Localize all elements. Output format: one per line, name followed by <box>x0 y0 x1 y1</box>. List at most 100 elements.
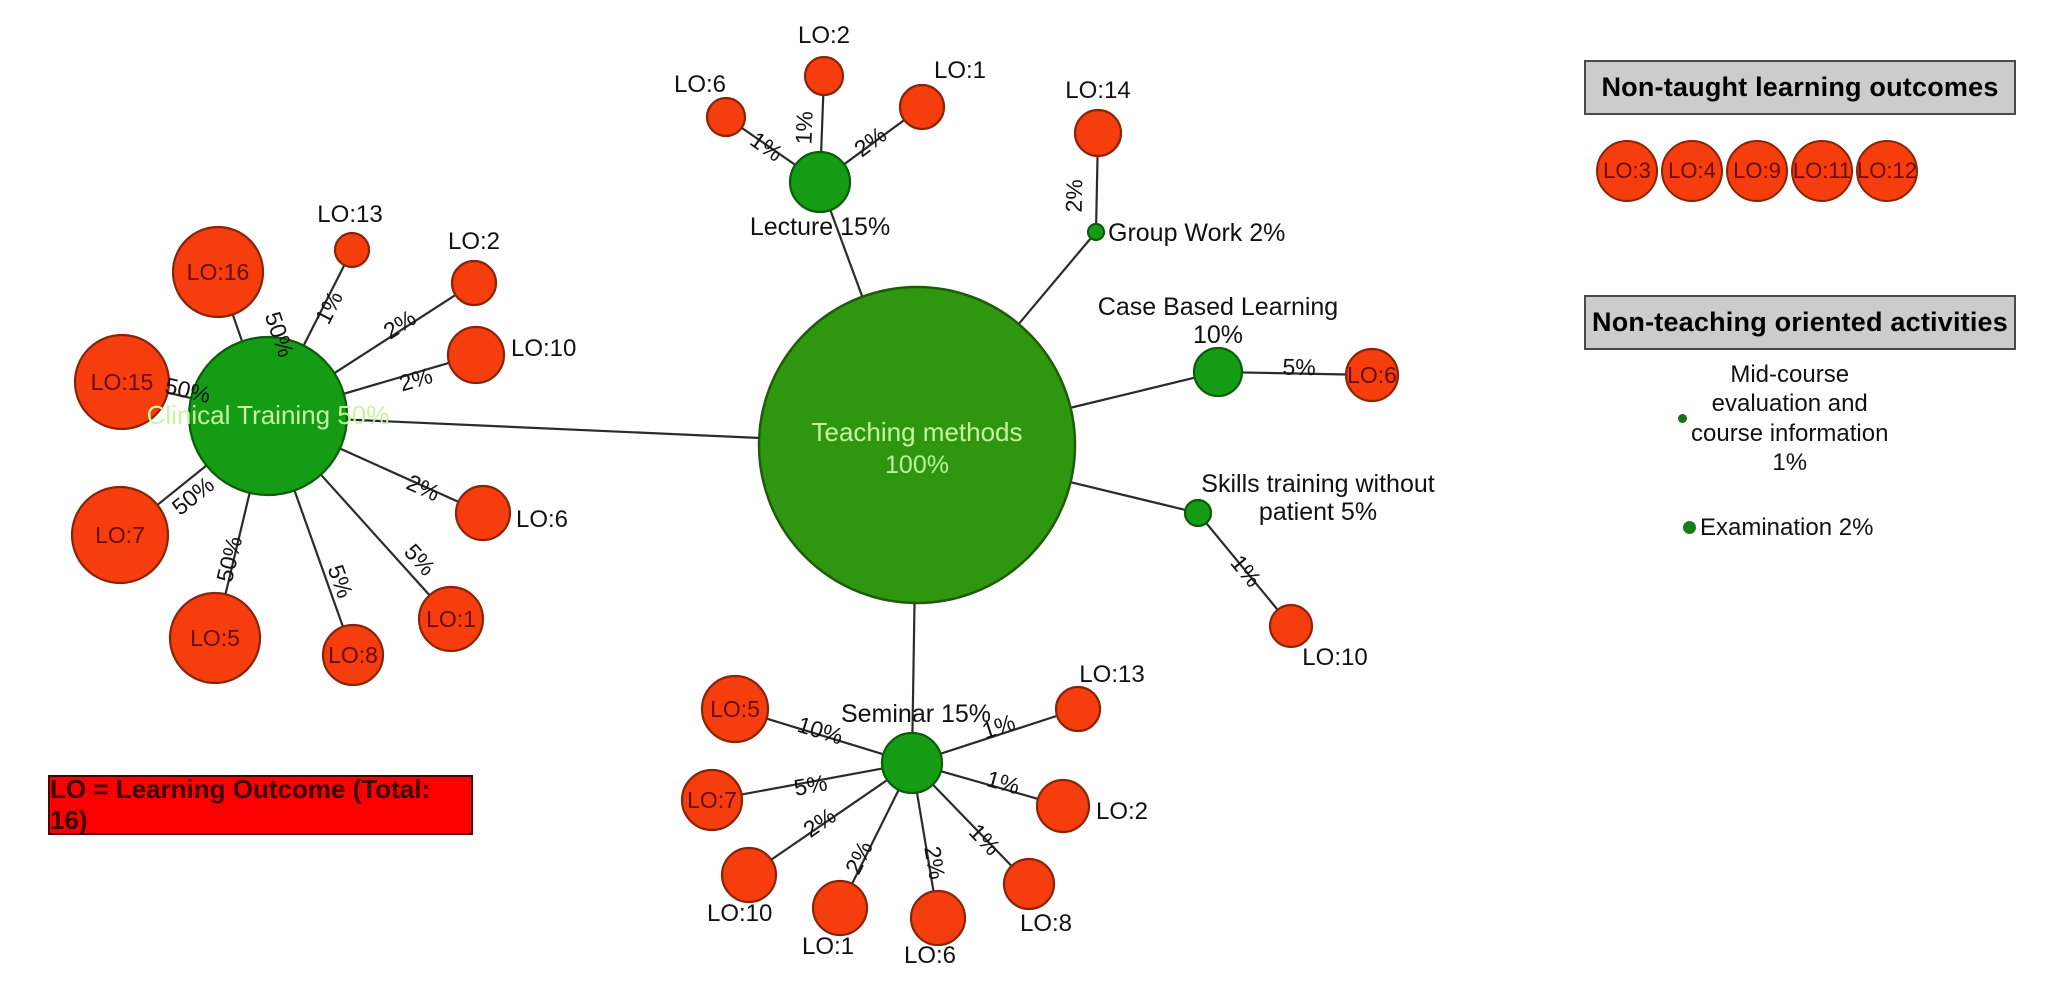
node-group-work[interactable] <box>1086 222 1106 242</box>
edge-teaching-methods-to-group-work <box>1017 236 1093 326</box>
node-lec-lo2[interactable] <box>803 55 845 97</box>
nodes-layer <box>70 55 1400 947</box>
node-ct-lo15[interactable] <box>73 333 171 431</box>
edge-clinical-training-to-ct-lo7 <box>155 464 208 507</box>
node-percent-teaching-methods: 100% <box>885 451 949 479</box>
legend-non-teaching-header: Non-teaching oriented activities <box>1584 295 2016 350</box>
legend-chip-lo-12[interactable]: LO:12 <box>1856 140 1918 202</box>
green-dot-icon <box>1683 521 1696 535</box>
legend-chip-lo-3[interactable]: LO:3 <box>1596 140 1658 202</box>
edge-weight-ct-lo6: 2% <box>403 469 444 506</box>
edge-weight-cbl-lo6: 5% <box>1282 354 1316 381</box>
node-label-ct-lo5: LO:5 <box>190 625 240 651</box>
node-sem-lo5[interactable] <box>700 674 770 744</box>
node-label2-case-based-learning: 10% <box>1193 321 1243 349</box>
edge-weight-ct-lo2: 2% <box>379 304 421 344</box>
edge-weight-gw-lo14: 2% <box>1061 179 1088 213</box>
node-label-case-based-learning: Case Based Learning <box>1098 293 1338 321</box>
edges-layer <box>155 93 1348 893</box>
node-label-ct-lo7: LO:7 <box>95 522 145 548</box>
edge-weight-ct-lo8: 5% <box>323 561 359 601</box>
node-lec-lo1[interactable] <box>898 83 946 131</box>
node-sem-lo8[interactable] <box>1002 857 1056 911</box>
node-sem-lo13[interactable] <box>1054 685 1102 733</box>
edge-weight-ct-lo5: 50% <box>211 534 247 585</box>
node-st-lo10[interactable] <box>1268 603 1314 649</box>
node-label-lec-lo6: LO:6 <box>674 71 726 98</box>
node-case-based-learning[interactable] <box>1192 346 1244 398</box>
edge-seminar-to-sem-lo8 <box>931 783 1014 868</box>
node-sem-lo6[interactable] <box>909 889 967 947</box>
node-label-ct-lo2: LO:2 <box>448 228 500 255</box>
edge-group-work-to-gw-lo14 <box>1095 154 1099 226</box>
node-ct-lo16[interactable] <box>171 225 265 319</box>
node-label-lec-lo1: LO:1 <box>934 57 986 84</box>
edge-weight-ct-lo1: 5% <box>399 539 441 581</box>
edge-weight-sem-lo2: 1% <box>984 765 1023 799</box>
node-label-sem-lo13: LO:13 <box>1079 661 1144 688</box>
node-label-ct-lo8: LO:8 <box>328 642 378 668</box>
node-label2-skills-training: patient 5% <box>1259 498 1377 526</box>
edge-teaching-methods-to-skills-training <box>1069 480 1187 512</box>
node-label-ct-lo10: LO:10 <box>511 335 576 362</box>
edge-teaching-methods-to-case-based-learning <box>1069 376 1196 410</box>
node-sem-lo7[interactable] <box>680 768 744 832</box>
node-ct-lo1[interactable] <box>417 585 485 653</box>
node-teaching-methods[interactable] <box>757 285 1077 605</box>
green-dot-icon <box>1678 414 1687 424</box>
node-label-ct-lo16: LO:16 <box>187 259 250 285</box>
node-skills-training[interactable] <box>1183 498 1213 528</box>
edge-clinical-training-to-ct-lo1 <box>319 473 432 597</box>
legend-chip-lo-4[interactable]: LO:4 <box>1661 140 1723 202</box>
edge-weight-ct-lo7: 50% <box>167 471 219 520</box>
node-ct-lo13[interactable] <box>333 231 371 269</box>
edge-clinical-training-to-ct-lo16 <box>231 313 244 343</box>
node-label-ct-lo1: LO:1 <box>426 606 476 632</box>
edge-weight-ct-lo10: 2% <box>396 362 435 396</box>
node-lec-lo6[interactable] <box>705 96 747 138</box>
node-label-sem-lo1: LO:1 <box>802 933 854 960</box>
edge-seminar-to-sem-lo13 <box>939 714 1059 756</box>
node-label-skills-training: Skills training without <box>1201 470 1434 498</box>
node-cbl-lo6[interactable] <box>1344 347 1400 403</box>
legend-chip-lo-9[interactable]: LO:9 <box>1726 140 1788 202</box>
node-gw-lo14[interactable] <box>1073 108 1123 158</box>
node-seminar[interactable] <box>880 731 944 795</box>
node-sem-lo2[interactable] <box>1035 778 1091 834</box>
node-label-ct-lo13: LO:13 <box>317 201 382 228</box>
node-label-ct-lo6: LO:6 <box>516 506 568 533</box>
node-clinical-training[interactable] <box>187 335 349 497</box>
node-ct-lo6[interactable] <box>454 484 512 542</box>
node-ct-lo5[interactable] <box>168 591 262 685</box>
node-label-lec-lo2: LO:2 <box>798 22 850 49</box>
node-ct-lo10[interactable] <box>446 325 506 385</box>
edge-skills-training-to-st-lo10 <box>1204 521 1280 612</box>
node-ct-lo2[interactable] <box>450 259 498 307</box>
edge-seminar-to-sem-lo1 <box>850 788 901 886</box>
edge-seminar-to-sem-lo5 <box>765 717 885 756</box>
node-label-clinical-training: Clinical Training 50% <box>147 400 390 430</box>
activity-examination: Examination 2% <box>1683 513 1873 542</box>
edge-weight-sem-lo6: 2% <box>919 844 950 881</box>
node-sem-lo10[interactable] <box>720 846 778 904</box>
activity-label: Examination 2% <box>1700 514 1874 541</box>
node-label-sem-lo10: LO:10 <box>707 900 772 927</box>
node-ct-lo8[interactable] <box>321 623 385 687</box>
edge-weight-sem-lo5: 10% <box>795 711 847 749</box>
legend-chip-lo-11[interactable]: LO:11 <box>1791 140 1853 202</box>
node-label-gw-lo14: LO:14 <box>1065 77 1130 104</box>
edge-clinical-training-to-ct-lo10 <box>342 361 451 396</box>
learning-outcome-key: LO = Learning Outcome (Total: 16) <box>48 774 473 835</box>
edge-teaching-methods-to-clinical-training <box>345 418 761 440</box>
node-label-sem-lo6: LO:6 <box>904 942 956 969</box>
node-label-seminar: Seminar 15% <box>841 700 991 728</box>
node-label-ct-lo15: LO:15 <box>91 369 154 395</box>
edge-clinical-training-to-ct-lo15 <box>166 391 193 400</box>
node-ct-lo7[interactable] <box>70 485 170 585</box>
node-label-teaching-methods: Teaching methods <box>811 417 1022 447</box>
edge-clinical-training-to-ct-lo8 <box>293 489 345 629</box>
edge-teaching-methods-to-lecture <box>829 208 864 299</box>
node-lecture[interactable] <box>788 150 852 214</box>
node-sem-lo1[interactable] <box>811 879 869 937</box>
